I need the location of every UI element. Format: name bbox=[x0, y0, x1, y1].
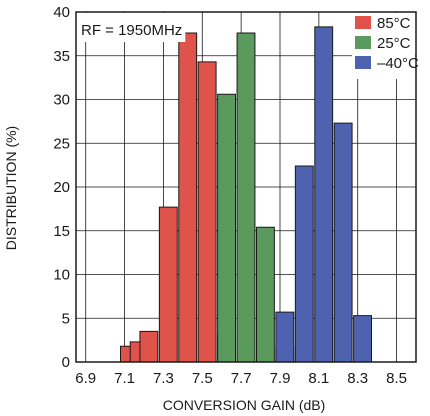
legend-label-0: 85°C bbox=[377, 15, 411, 32]
legend-swatch-1 bbox=[355, 36, 371, 49]
bar-series-2-bin-2 bbox=[314, 26, 334, 363]
x-tick-label: 7.7 bbox=[231, 370, 252, 387]
y-tick-label: 20 bbox=[53, 179, 70, 196]
legend: 85°C 25°C –40°C bbox=[352, 13, 419, 79]
x-tick-label: 6.9 bbox=[75, 370, 96, 387]
bar-series-2-bin-4 bbox=[353, 315, 373, 363]
bar-series-0-bin-2 bbox=[139, 330, 159, 363]
bar-series-1-bin-0 bbox=[217, 93, 237, 363]
series-1-bars bbox=[217, 32, 295, 363]
y-tick-label: 10 bbox=[53, 267, 70, 284]
bar-series-1-bin-2 bbox=[255, 226, 275, 363]
y-axis-title: DISTRIBUTION (%) bbox=[3, 126, 19, 250]
x-tick-label: 8.5 bbox=[386, 370, 407, 387]
y-tick-label: 25 bbox=[53, 135, 70, 152]
y-tick-label: 5 bbox=[62, 310, 70, 327]
x-axis-title: CONVERSION GAIN (dB) bbox=[163, 397, 326, 413]
legend-label-1: 25°C bbox=[377, 35, 411, 52]
y-tick-label: 30 bbox=[53, 92, 70, 109]
y-tick-label: 0 bbox=[62, 354, 70, 371]
x-tick-label: 7.1 bbox=[114, 370, 135, 387]
series-2-bars bbox=[275, 26, 373, 363]
x-tick-label: 7.5 bbox=[192, 370, 213, 387]
x-tick-label: 7.3 bbox=[153, 370, 174, 387]
plot-frame bbox=[75, 11, 417, 363]
bar-series-2-bin-3 bbox=[333, 122, 353, 363]
bar-series-0-bin-5 bbox=[197, 61, 217, 363]
x-tick-label: 7.9 bbox=[270, 370, 291, 387]
annotation-background bbox=[77, 13, 186, 42]
x-tick-label: 8.1 bbox=[308, 370, 329, 387]
y-tick-label: 40 bbox=[53, 4, 70, 21]
rf-annotation: RF = 1950MHz bbox=[81, 22, 182, 39]
y-tick-label: 35 bbox=[53, 48, 70, 65]
bar-series-1-bin-1 bbox=[236, 32, 256, 363]
y-tick-labels: 0 5 10 15 20 25 30 35 40 bbox=[53, 4, 70, 371]
x-tick-label: 8.3 bbox=[347, 370, 368, 387]
bar-series-0-bin-3 bbox=[158, 206, 178, 363]
bars-group bbox=[119, 26, 373, 363]
bar-series-0-bin-4 bbox=[178, 32, 198, 363]
x-tick-labels: 6.9 7.1 7.3 7.5 7.7 7.9 8.1 8.3 8.5 bbox=[75, 370, 407, 387]
bar-series-2-bin-0 bbox=[275, 311, 295, 363]
y-tick-label: 15 bbox=[53, 223, 70, 240]
bar-series-2-bin-1 bbox=[294, 165, 314, 363]
legend-swatch-2 bbox=[355, 56, 371, 69]
legend-label-2: –40°C bbox=[377, 55, 419, 72]
legend-swatch-0 bbox=[355, 16, 371, 29]
